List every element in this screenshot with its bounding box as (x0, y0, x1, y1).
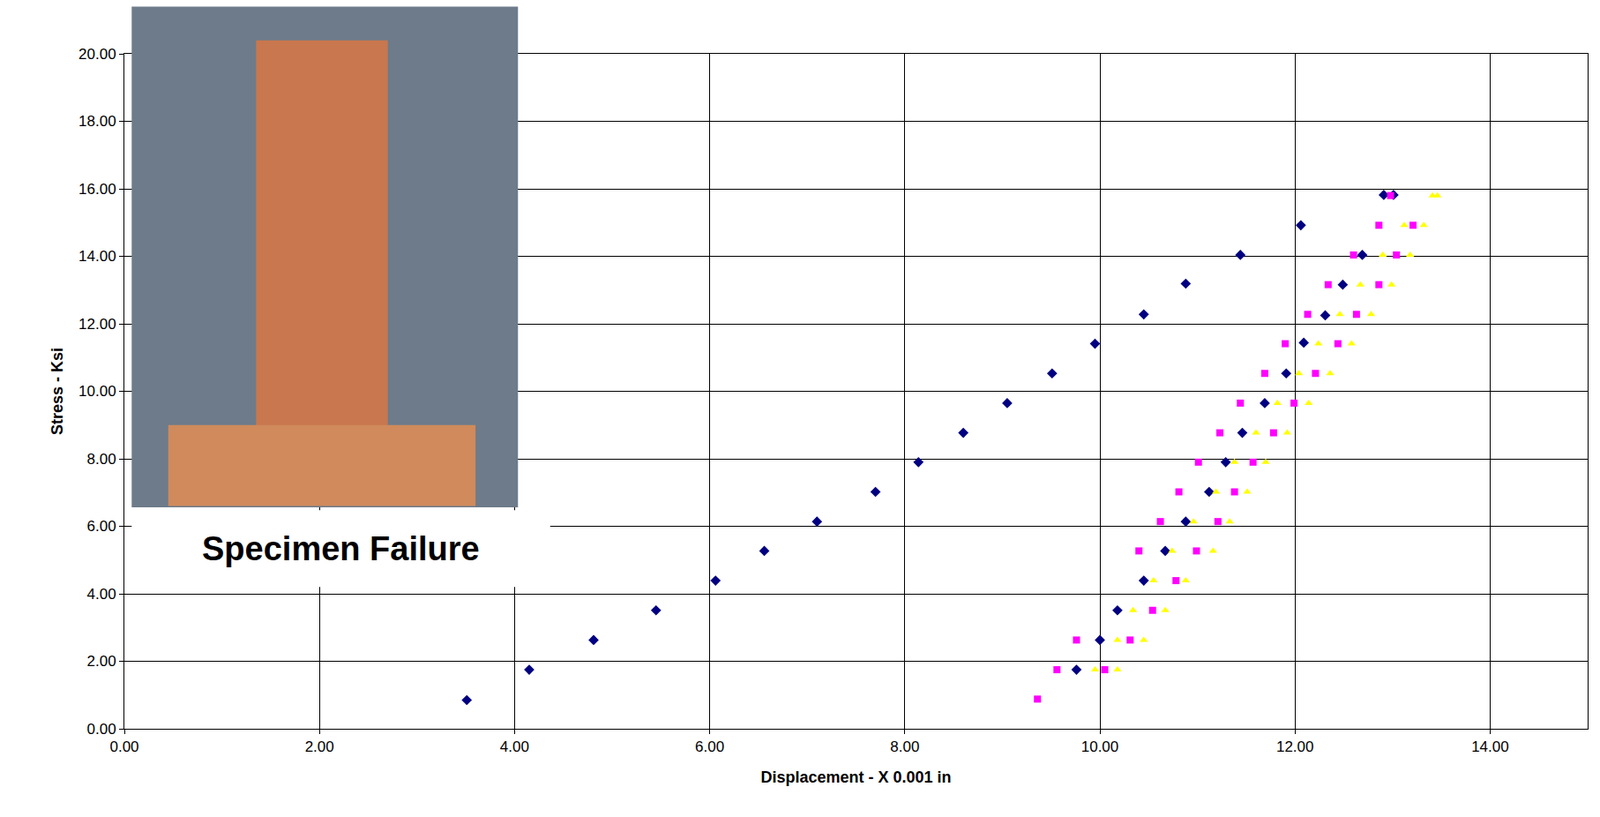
svg-text:Displacement - X 0.001 in: Displacement - X 0.001 in (760, 768, 951, 786)
svg-text:2.00: 2.00 (305, 738, 335, 756)
svg-text:18.00: 18.00 (78, 112, 117, 130)
svg-text:14.00: 14.00 (78, 247, 117, 265)
svg-text:8.00: 8.00 (87, 450, 117, 468)
svg-text:0.00: 0.00 (87, 720, 117, 738)
svg-text:10.00: 10.00 (1081, 738, 1120, 756)
svg-text:4.00: 4.00 (87, 585, 117, 603)
svg-text:0.00: 0.00 (109, 738, 139, 756)
svg-text:8.00: 8.00 (889, 738, 920, 756)
svg-text:20.00: 20.00 (78, 45, 117, 63)
svg-text:Stress - Ksi: Stress - Ksi (48, 347, 67, 435)
svg-text:12.00: 12.00 (78, 315, 117, 333)
svg-text:2.00: 2.00 (87, 652, 117, 670)
svg-text:6.00: 6.00 (695, 738, 725, 756)
svg-text:Specimen Failure: Specimen Failure (201, 530, 480, 568)
svg-text:14.00: 14.00 (1471, 738, 1510, 756)
svg-text:4.00: 4.00 (500, 738, 530, 756)
svg-text:6.00: 6.00 (87, 517, 117, 535)
svg-text:16.00: 16.00 (78, 180, 117, 198)
svg-text:10.00: 10.00 (78, 382, 117, 400)
svg-text:12.00: 12.00 (1276, 738, 1315, 756)
